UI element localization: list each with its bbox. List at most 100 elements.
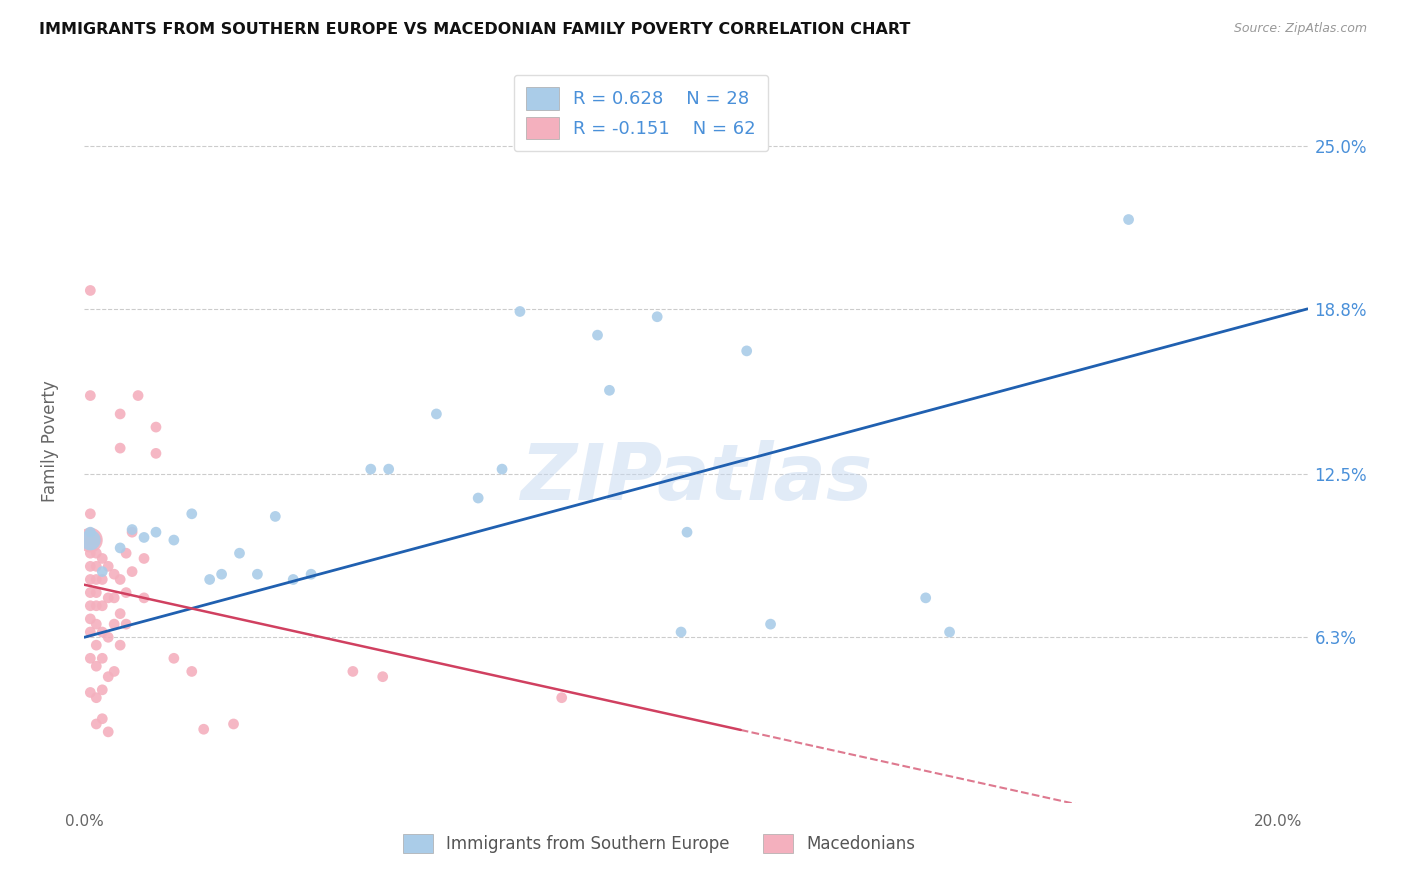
- Point: [115, 585, 138, 599]
- Point: [127, 388, 149, 402]
- Y-axis label: Family Poverty: Family Poverty: [41, 381, 59, 502]
- Point: [84, 546, 107, 560]
- Point: [115, 546, 138, 560]
- Text: IMMIGRANTS FROM SOUTHERN EUROPE VS MACEDONIAN FAMILY POVERTY CORRELATION CHART: IMMIGRANTS FROM SOUTHERN EUROPE VS MACED…: [39, 22, 911, 37]
- Point: [79, 585, 101, 599]
- Point: [145, 525, 167, 540]
- Point: [509, 304, 531, 318]
- Point: [79, 685, 101, 699]
- Point: [180, 665, 202, 679]
- Point: [163, 651, 186, 665]
- Text: ZIPatlas: ZIPatlas: [520, 440, 872, 516]
- Point: [193, 723, 215, 737]
- Point: [91, 651, 114, 665]
- Point: [91, 551, 114, 566]
- Point: [97, 724, 120, 739]
- Point: [938, 625, 960, 640]
- Point: [180, 507, 202, 521]
- Point: [84, 573, 107, 587]
- Point: [676, 525, 699, 540]
- Point: [425, 407, 447, 421]
- Point: [467, 491, 489, 505]
- Point: [299, 567, 322, 582]
- Point: [145, 420, 167, 434]
- Point: [103, 567, 125, 582]
- Point: [377, 462, 399, 476]
- Point: [211, 567, 233, 582]
- Point: [586, 328, 609, 343]
- Point: [79, 284, 101, 298]
- Point: [132, 591, 155, 605]
- Point: [79, 612, 101, 626]
- Point: [914, 591, 936, 605]
- Point: [645, 310, 668, 324]
- Point: [84, 559, 107, 574]
- Point: [598, 384, 620, 398]
- Point: [342, 665, 364, 679]
- Point: [145, 446, 167, 460]
- Point: [103, 665, 125, 679]
- Point: [91, 565, 114, 579]
- Point: [491, 462, 513, 476]
- Point: [222, 717, 245, 731]
- Point: [551, 690, 574, 705]
- Point: [198, 573, 221, 587]
- Point: [108, 638, 131, 652]
- Point: [108, 407, 131, 421]
- Point: [79, 533, 101, 547]
- Point: [97, 670, 120, 684]
- Text: Source: ZipAtlas.com: Source: ZipAtlas.com: [1233, 22, 1367, 36]
- Point: [121, 565, 143, 579]
- Point: [79, 507, 101, 521]
- Point: [371, 670, 394, 684]
- Point: [84, 599, 107, 613]
- Point: [91, 573, 114, 587]
- Point: [79, 533, 101, 547]
- Point: [97, 630, 120, 644]
- Point: [669, 625, 692, 640]
- Point: [91, 712, 114, 726]
- Point: [84, 638, 107, 652]
- Point: [163, 533, 186, 547]
- Point: [91, 599, 114, 613]
- Point: [79, 573, 101, 587]
- Point: [360, 462, 382, 476]
- Point: [121, 525, 143, 540]
- Point: [91, 682, 114, 697]
- Point: [115, 617, 138, 632]
- Point: [84, 690, 107, 705]
- Point: [79, 533, 101, 547]
- Point: [121, 523, 143, 537]
- Point: [79, 388, 101, 402]
- Point: [132, 551, 155, 566]
- Point: [264, 509, 287, 524]
- Point: [1118, 212, 1140, 227]
- Point: [79, 599, 101, 613]
- Point: [735, 343, 758, 358]
- Point: [84, 717, 107, 731]
- Point: [79, 559, 101, 574]
- Point: [759, 617, 782, 632]
- Point: [84, 585, 107, 599]
- Point: [97, 559, 120, 574]
- Point: [91, 625, 114, 640]
- Point: [108, 441, 131, 455]
- Legend: Immigrants from Southern Europe, Macedonians: Immigrants from Southern Europe, Macedon…: [396, 827, 922, 860]
- Point: [79, 625, 101, 640]
- Point: [79, 525, 101, 540]
- Point: [97, 591, 120, 605]
- Point: [246, 567, 269, 582]
- Point: [79, 651, 101, 665]
- Point: [84, 533, 107, 547]
- Point: [84, 659, 107, 673]
- Point: [132, 531, 155, 545]
- Point: [108, 541, 131, 555]
- Point: [108, 573, 131, 587]
- Point: [103, 617, 125, 632]
- Point: [108, 607, 131, 621]
- Point: [283, 573, 305, 587]
- Point: [103, 591, 125, 605]
- Point: [79, 546, 101, 560]
- Point: [228, 546, 250, 560]
- Point: [84, 617, 107, 632]
